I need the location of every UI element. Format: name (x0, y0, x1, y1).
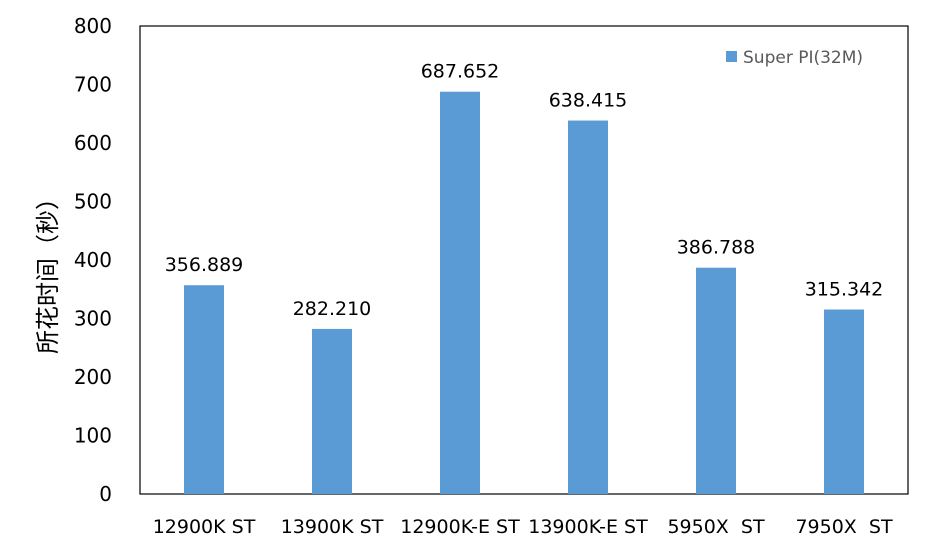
bar (568, 120, 608, 494)
y-tick-label: 500 (74, 190, 112, 214)
plot-area (139, 25, 909, 495)
data-label: 356.889 (165, 254, 244, 276)
y-tick-label: 400 (74, 248, 112, 272)
bar (696, 267, 736, 494)
y-tick-label: 800 (74, 14, 112, 38)
legend-label: Super PI(32M) (743, 48, 863, 68)
legend: Super PI(32M) (726, 48, 863, 68)
y-tick-label: 300 (74, 307, 112, 331)
data-label: 638.415 (549, 90, 628, 112)
y-axis-title: 所花时间（秒） (34, 186, 62, 354)
y-axis: 0 100 200 300 400 500 600 700 800 (74, 14, 112, 506)
bar (440, 91, 480, 495)
bar (184, 285, 224, 494)
data-labels: 356.889 282.210 687.652 638.415 386.788 315.3… (165, 61, 884, 320)
x-tick-label: 13900K ST (281, 516, 384, 538)
x-tick-label: 7950X ST (795, 516, 893, 538)
x-tick-label: 12900K-E ST (400, 516, 520, 538)
y-tick-label: 700 (74, 73, 112, 97)
bar (312, 328, 352, 494)
y-tick-label: 200 (74, 365, 112, 389)
bars (184, 91, 864, 495)
y-tick-label: 600 (74, 131, 112, 155)
data-label: 282.210 (293, 298, 372, 320)
x-tick-label: 13900K-E ST (528, 516, 648, 538)
bar (824, 309, 864, 494)
x-axis: 12900K ST 13900K ST 12900K-E ST 13900K-E ST… (153, 516, 893, 538)
x-tick-label: 12900K ST (153, 516, 256, 538)
y-tick-label: 0 (99, 482, 112, 506)
x-tick-label: 5950X ST (667, 516, 765, 538)
data-label: 315.342 (805, 279, 884, 301)
y-tick-label: 100 (74, 424, 112, 448)
data-label: 687.652 (421, 61, 500, 83)
legend-swatch (726, 51, 737, 62)
data-label: 386.788 (677, 237, 756, 259)
